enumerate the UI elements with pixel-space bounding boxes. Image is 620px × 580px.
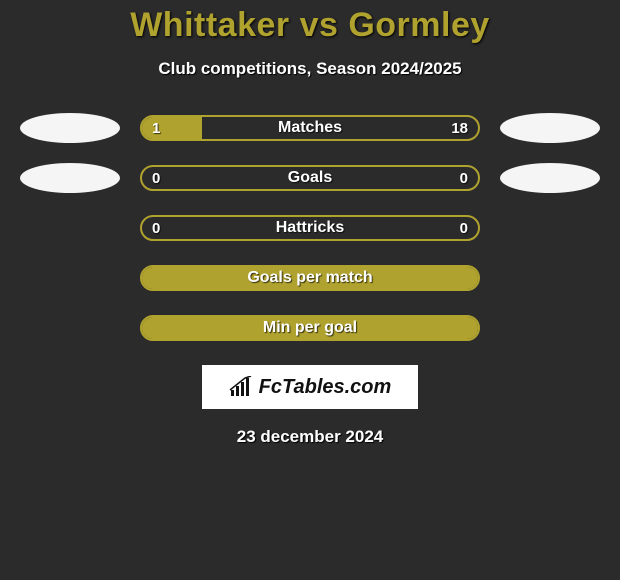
stat-bar: Goals per match xyxy=(140,265,480,291)
stat-label: Min per goal xyxy=(142,317,478,339)
page-title: Whittaker vs Gormley xyxy=(0,6,620,45)
player-right-avatar xyxy=(500,163,600,193)
stat-label: Matches xyxy=(142,117,478,139)
player-left-avatar xyxy=(20,163,120,193)
stat-label: Hattricks xyxy=(142,217,478,239)
comparison-infographic: Whittaker vs Gormley Club competitions, … xyxy=(0,0,620,447)
date-label: 23 december 2024 xyxy=(0,427,620,447)
bar-chart-icon xyxy=(229,376,255,398)
stat-row: Goals per match xyxy=(10,263,610,293)
stat-rows: 118Matches 00Goals 00Hattricks Goals per ma… xyxy=(0,113,620,343)
stat-bar: 118Matches xyxy=(140,115,480,141)
player-right-avatar xyxy=(500,113,600,143)
stat-bar: Min per goal xyxy=(140,315,480,341)
logo-text: FcTables.com xyxy=(259,376,392,399)
stat-row: 118Matches xyxy=(10,113,610,143)
player-left-avatar xyxy=(20,113,120,143)
stat-row: Min per goal xyxy=(10,313,610,343)
stat-label: Goals xyxy=(142,167,478,189)
stat-bar: 00Goals xyxy=(140,165,480,191)
logo-badge: FcTables.com xyxy=(202,365,418,409)
stat-row: 00Goals xyxy=(10,163,610,193)
stat-label: Goals per match xyxy=(142,267,478,289)
subtitle: Club competitions, Season 2024/2025 xyxy=(0,59,620,79)
stat-bar: 00Hattricks xyxy=(140,215,480,241)
stat-row: 00Hattricks xyxy=(10,213,610,243)
